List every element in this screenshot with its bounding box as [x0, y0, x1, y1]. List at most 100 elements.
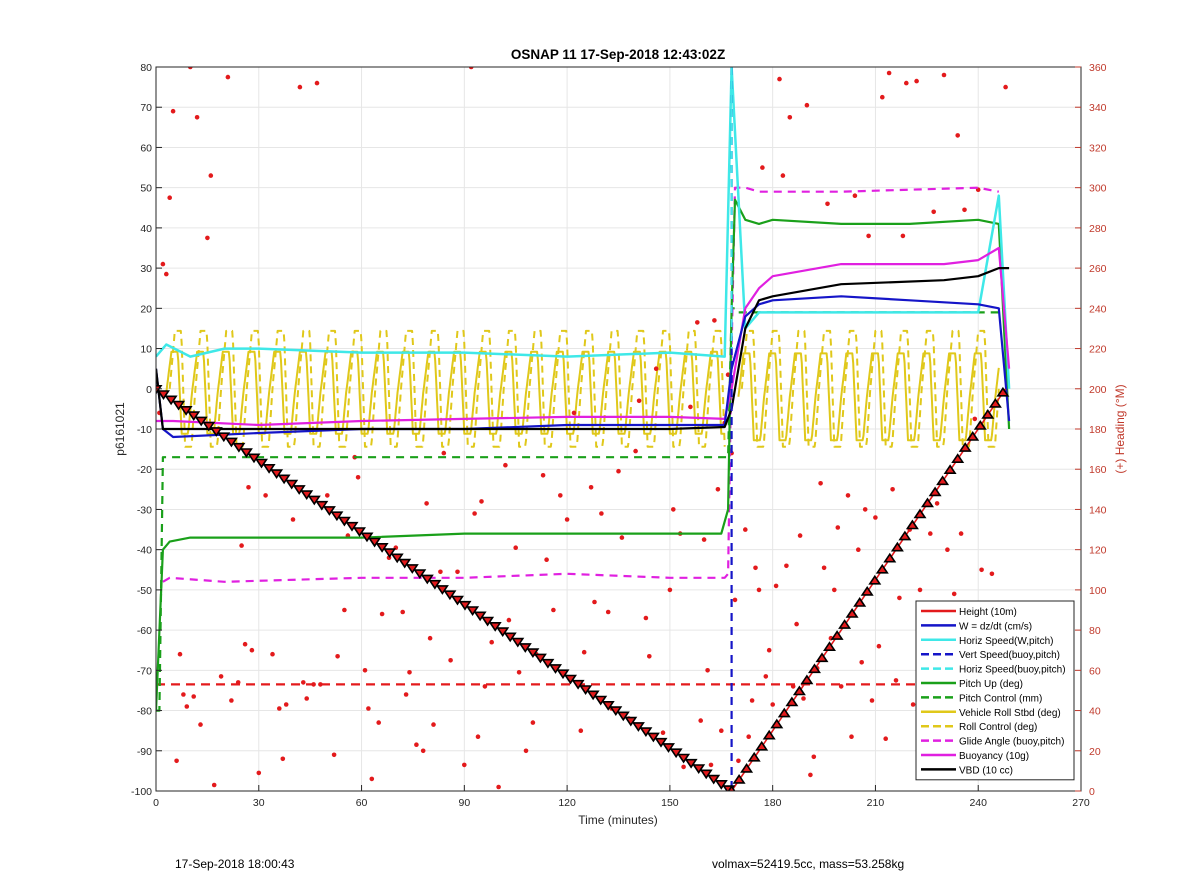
heading-point: [698, 718, 703, 723]
heading-point: [475, 734, 481, 739]
heading-point: [616, 468, 621, 474]
heading-point: [325, 493, 330, 498]
depth-marker: [209, 427, 223, 437]
heading-point: [856, 547, 861, 552]
heading-point: [941, 72, 947, 78]
heading-point: [883, 736, 888, 741]
depth-marker: [815, 652, 829, 663]
heading-point: [671, 507, 676, 512]
y-tick-label-left: 20: [140, 303, 152, 315]
heading-point: [945, 547, 950, 552]
heading-point: [414, 742, 419, 747]
heading-point: [958, 531, 964, 536]
heading-point: [174, 758, 179, 764]
x-tick-label: 180: [764, 797, 782, 809]
y-tick-label-right: 140: [1089, 504, 1107, 516]
depth-marker: [662, 743, 675, 753]
heading-point: [420, 748, 426, 754]
depth-marker: [988, 397, 1002, 408]
heading-point: [551, 607, 556, 613]
heading-point: [468, 67, 474, 70]
depth-marker: [646, 732, 660, 743]
x-tick-label: 60: [356, 797, 368, 809]
depth-marker: [714, 779, 728, 790]
heading-point: [297, 84, 303, 90]
heading-point: [438, 569, 443, 575]
heading-point: [780, 173, 786, 178]
y-tick-label-left: -50: [137, 585, 152, 597]
depth-marker: [677, 753, 691, 764]
heading-point: [564, 517, 570, 522]
series-roll-control-line: [740, 329, 1000, 448]
heading-point: [407, 670, 412, 675]
depth-marker: [413, 569, 427, 580]
depth-marker: [639, 727, 653, 738]
depth-marker: [823, 641, 836, 652]
depth-marker: [692, 764, 706, 774]
heading-point: [681, 764, 686, 770]
heading-point: [1003, 84, 1008, 90]
legend-label: Buoyancy (10g): [959, 751, 1029, 762]
heading-point: [832, 587, 837, 593]
heading-point: [647, 654, 652, 659]
depth-marker: [443, 590, 457, 601]
depth-marker: [315, 500, 329, 511]
heading-point: [403, 692, 409, 697]
y-tick-label-right: 60: [1089, 665, 1101, 677]
depth-marker: [777, 707, 791, 718]
heading-point: [362, 668, 368, 673]
heading-point: [749, 698, 755, 703]
depth-marker: [594, 695, 608, 706]
heading-point: [503, 462, 508, 468]
heading-point: [516, 670, 522, 675]
heading-point: [211, 782, 217, 788]
heading-point: [314, 80, 320, 86]
depth-marker: [556, 669, 570, 680]
heading-point: [705, 668, 710, 673]
heading-point: [177, 651, 183, 657]
heading-point: [218, 674, 224, 679]
heading-point: [636, 398, 642, 404]
depth-marker: [875, 563, 889, 574]
heading-point: [592, 599, 597, 605]
heading-point: [369, 776, 375, 782]
depth-marker: [277, 474, 291, 485]
heading-point: [756, 587, 762, 593]
heading-point: [588, 485, 594, 490]
heading-point: [167, 195, 172, 200]
heading-point: [667, 587, 673, 593]
x-tick-label: 0: [153, 797, 159, 809]
y-tick-label-left: -10: [137, 424, 152, 436]
y-tick-label-right: 240: [1089, 303, 1107, 315]
legend: Height (10m) W = dz/dt (cm/s) Horiz Speed(…: [915, 600, 1075, 781]
depth-marker: [981, 408, 995, 419]
y-tick-label-left: -30: [137, 504, 152, 516]
heading-point: [571, 410, 577, 416]
x-tick-label: 120: [558, 797, 576, 809]
heading-point: [914, 78, 919, 84]
legend-label: Roll Control (deg): [959, 722, 1037, 733]
heading-point: [366, 706, 371, 711]
heading-point: [835, 525, 841, 530]
y-tick-label-left: -90: [137, 746, 152, 758]
depth-marker: [488, 621, 502, 632]
y-tick-label-left: -20: [137, 464, 152, 476]
y-tick-label-right: 360: [1089, 62, 1107, 74]
heading-point: [760, 165, 765, 170]
heading-point: [770, 702, 775, 707]
depth-marker: [232, 442, 246, 453]
heading-point: [643, 615, 649, 621]
heading-point: [862, 507, 868, 512]
depth-marker: [473, 611, 487, 622]
depth-marker: [390, 553, 404, 564]
heading-point: [581, 649, 587, 655]
depth-marker: [616, 711, 630, 722]
legend-label: Glide Angle (buoy,pitch): [959, 737, 1064, 748]
heading-point: [239, 543, 244, 548]
depth-marker: [883, 552, 897, 563]
heading-point: [719, 728, 724, 733]
heading-point: [256, 770, 262, 776]
depth-marker: [398, 558, 412, 569]
depth-marker: [458, 600, 472, 611]
legend-label: Horiz Speed(buoy,pitch): [959, 665, 1066, 676]
